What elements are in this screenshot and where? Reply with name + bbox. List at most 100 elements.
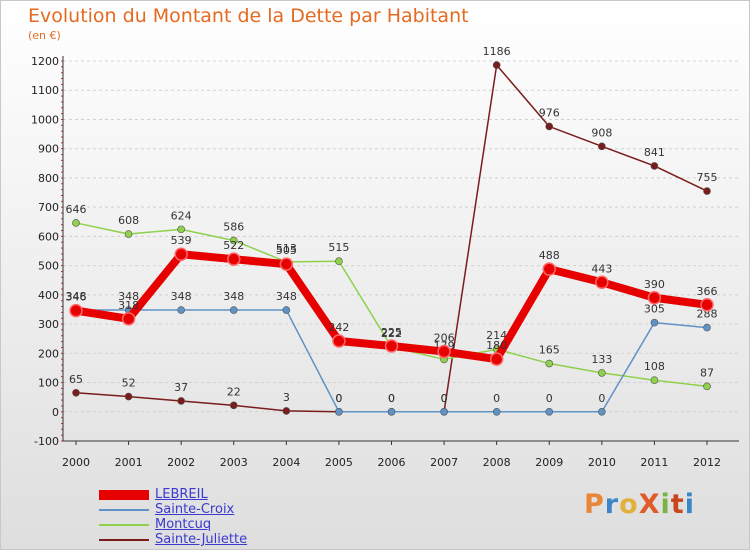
data-label: 288 [697,308,718,321]
y-tick-label: 900 [38,143,59,156]
data-point [332,334,346,348]
data-label: 646 [66,203,87,216]
data-point [440,407,448,416]
data-label: 908 [591,126,612,139]
data-point [545,122,554,131]
data-label: 539 [171,234,192,247]
data-label: 0 [388,392,395,405]
legend-item-sainte-croix[interactable]: Sainte-Croix [99,502,247,517]
data-point [700,298,714,312]
chart-title: Evolution du Montant de la Dette par Hab… [28,5,469,27]
data-label: 165 [539,344,560,357]
data-point [598,369,606,377]
data-point [282,407,291,415]
data-point [282,306,291,314]
data-point [545,407,554,416]
data-point [598,142,606,151]
data-point [69,303,83,318]
y-tick-label: 0 [52,406,59,419]
data-label: 225 [381,326,402,339]
data-label: 305 [644,303,665,316]
data-label: 65 [69,373,83,386]
data-label: 1186 [483,45,511,58]
data-point [489,352,504,366]
data-point [492,407,501,416]
data-point [650,162,659,170]
data-point [595,275,609,290]
data-point [229,306,238,314]
data-label: 608 [118,214,139,227]
data-label: 180 [486,339,507,352]
data-label: 348 [118,290,139,303]
data-label: 206 [434,332,455,345]
logo-letter: o [619,489,639,520]
logo-letter: i [660,489,671,520]
legend-label[interactable]: Sainte-Croix [155,502,235,517]
data-label: 348 [223,290,244,303]
legend-label[interactable]: Sainte-Juliette [155,532,248,547]
data-point [229,401,238,410]
data-point [545,359,554,368]
logo-letter: t [670,489,685,520]
data-point [177,306,185,314]
data-point [542,262,556,276]
data-label: 346 [66,291,87,304]
y-tick-label: 1100 [31,84,59,97]
data-label: 3 [283,391,290,404]
data-point [703,382,711,391]
data-label: 0 [335,392,342,405]
data-label: 22 [227,385,241,398]
data-point [650,376,659,385]
data-point [703,187,711,195]
x-tick-label: 2000 [62,456,90,469]
data-label: 513 [276,242,297,255]
data-label: 488 [539,249,560,262]
x-tick-label: 2001 [115,456,143,469]
data-point [335,407,343,416]
proxiti-logo: ProXiti [584,489,695,520]
data-label: 348 [171,290,192,303]
data-label: 348 [276,290,297,303]
data-label: 515 [328,241,349,254]
legend-label[interactable]: Montcuq [155,517,212,532]
data-label: 318 [118,299,139,312]
y-tick-label: -100 [34,435,59,448]
data-label: 755 [697,171,718,184]
x-tick-label: 2012 [693,456,721,469]
x-tick-label: 2007 [430,456,458,469]
x-tick-label: 2003 [220,456,248,469]
data-label: 390 [644,278,665,291]
data-point [121,312,136,326]
x-tick-label: 2002 [167,456,195,469]
x-tick-label: 2005 [325,456,353,469]
x-tick-label: 2011 [640,456,668,469]
data-label: 222 [381,327,402,340]
data-label: 0 [598,392,605,405]
data-point [174,247,188,261]
y-tick-label: 500 [38,260,59,273]
x-tick-label: 2004 [272,456,300,469]
series-line-montcuq [75,222,708,388]
y-tick-label: 700 [38,201,59,214]
data-label: 348 [66,290,87,303]
data-point [227,252,241,266]
legend-item-sainte-juliette[interactable]: Sainte-Juliette [99,532,247,547]
legend-label[interactable]: LEBREIL [155,487,208,502]
legend: LEBREIL Sainte-Croix Montcuq Sainte-Juliett… [99,487,247,547]
data-point [124,392,133,401]
data-point [124,230,133,238]
data-label: 242 [328,321,349,334]
legend-item-lebreil[interactable]: LEBREIL [99,487,247,502]
data-point [384,339,399,353]
data-label: 366 [697,285,718,298]
data-label: 505 [276,244,297,257]
y-tick-label: 100 [38,377,59,390]
y-tick-label: 1200 [31,55,59,68]
data-point [492,61,501,69]
data-point [647,291,662,305]
x-tick-label: 2006 [378,456,406,469]
logo-letter: r [604,489,620,520]
data-point [387,407,396,416]
legend-item-montcuq[interactable]: Montcuq [99,517,247,532]
y-tick-label: 800 [38,172,59,185]
